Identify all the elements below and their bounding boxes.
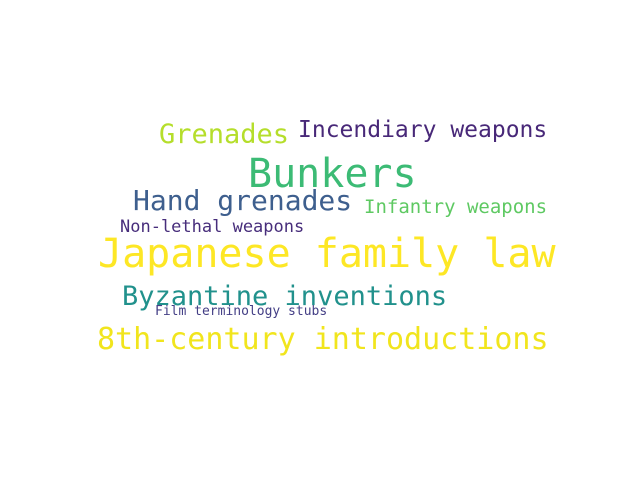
word-hand-grenades: Hand grenades	[133, 184, 353, 217]
word-japanese-family-law: Japanese family law	[98, 231, 556, 277]
word-bunkers: Bunkers	[248, 151, 417, 197]
word-film-terminology-stubs: Film terminology stubs	[155, 304, 328, 319]
word-8th-century-introductions: 8th-century introductions	[97, 322, 549, 357]
word-non-lethal-weapons: Non-lethal weapons	[120, 217, 305, 237]
word-infantry-weapons: Infantry weapons	[364, 196, 548, 218]
word-byzantine-inventions: Byzantine inventions	[122, 281, 448, 312]
word-grenades: Grenades	[159, 119, 290, 150]
word-incendiary-weapons: Incendiary weapons	[298, 117, 548, 143]
